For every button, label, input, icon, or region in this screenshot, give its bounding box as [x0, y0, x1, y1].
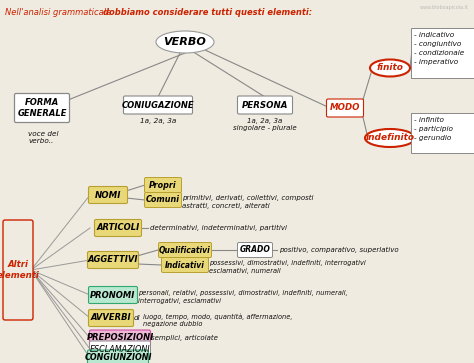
Text: Comuni: Comuni	[146, 196, 180, 204]
FancyBboxPatch shape	[145, 192, 182, 208]
FancyBboxPatch shape	[237, 242, 273, 257]
Text: positivo, comparativo, superlativo: positivo, comparativo, superlativo	[279, 247, 399, 253]
FancyBboxPatch shape	[90, 341, 151, 357]
Text: esclamativi, numerali: esclamativi, numerali	[209, 268, 281, 274]
FancyBboxPatch shape	[89, 187, 128, 204]
Text: - gerundio: - gerundio	[414, 135, 451, 141]
Text: AVVERBI: AVVERBI	[91, 314, 131, 322]
FancyBboxPatch shape	[94, 220, 142, 237]
Text: ARTICOLI: ARTICOLI	[96, 224, 140, 232]
FancyBboxPatch shape	[89, 286, 137, 303]
Text: CONGIUNZIONI: CONGIUNZIONI	[84, 354, 152, 363]
FancyBboxPatch shape	[237, 96, 292, 114]
FancyBboxPatch shape	[88, 350, 148, 363]
FancyBboxPatch shape	[3, 220, 33, 320]
Text: Nell'analisi grammaticale: Nell'analisi grammaticale	[5, 8, 114, 17]
Text: CONIUGAZIONE: CONIUGAZIONE	[122, 101, 194, 110]
Text: PERSONA: PERSONA	[242, 101, 288, 110]
Text: personali, relativi, possessivi, dimostrativi, indefiniti, numerali,: personali, relativi, possessivi, dimostr…	[138, 290, 348, 296]
Text: semplici, articolate: semplici, articolate	[151, 335, 218, 341]
FancyBboxPatch shape	[88, 252, 138, 269]
FancyBboxPatch shape	[327, 99, 364, 117]
Text: astratti, concreti, alterati: astratti, concreti, alterati	[182, 203, 270, 209]
Text: MODO: MODO	[330, 103, 360, 113]
FancyBboxPatch shape	[89, 310, 134, 326]
Text: VERBO: VERBO	[164, 37, 207, 47]
Text: primitivi, derivati, collettivi, composti: primitivi, derivati, collettivi, compost…	[182, 195, 313, 201]
Text: - congiuntivo: - congiuntivo	[414, 41, 461, 47]
Text: finito: finito	[376, 64, 403, 73]
Text: di: di	[134, 315, 141, 321]
Text: - participio: - participio	[414, 126, 453, 132]
FancyBboxPatch shape	[15, 94, 70, 122]
FancyBboxPatch shape	[90, 330, 151, 346]
FancyBboxPatch shape	[411, 28, 474, 78]
Text: 1a, 2a, 3a: 1a, 2a, 3a	[140, 118, 176, 124]
Text: voce del
verbo..: voce del verbo..	[28, 131, 58, 144]
Text: GRADO: GRADO	[239, 245, 271, 254]
Text: dobbiamo considerare tutti questi elementi:: dobbiamo considerare tutti questi elemen…	[103, 8, 312, 17]
Text: Indicativi: Indicativi	[165, 261, 205, 269]
Text: NOMI: NOMI	[95, 191, 121, 200]
Text: possessivi, dimostrativi, indefiniti, interrogativi: possessivi, dimostrativi, indefiniti, in…	[209, 260, 366, 266]
Text: FORMA
GENERALE: FORMA GENERALE	[17, 98, 67, 118]
Text: PREPOSIZIONI: PREPOSIZIONI	[86, 334, 154, 343]
Text: interrogativi, esclamativi: interrogativi, esclamativi	[138, 298, 221, 304]
Text: www.bloboapicola.it: www.bloboapicola.it	[420, 5, 469, 10]
Text: PRONOMI: PRONOMI	[91, 290, 136, 299]
Text: negazione dubbio: negazione dubbio	[143, 321, 202, 327]
Text: - condizionale: - condizionale	[414, 50, 464, 56]
Text: ESCLAMAZIONI: ESCLAMAZIONI	[90, 344, 150, 354]
Text: Altri
elementi: Altri elementi	[0, 260, 39, 280]
Text: - infinito: - infinito	[414, 117, 444, 123]
Text: 1a, 2a, 3a
singolare - plurale: 1a, 2a, 3a singolare - plurale	[233, 118, 297, 131]
Text: - imperativo: - imperativo	[414, 59, 458, 65]
Text: AGGETTIVI: AGGETTIVI	[88, 256, 138, 265]
FancyBboxPatch shape	[162, 257, 209, 273]
FancyBboxPatch shape	[158, 242, 211, 257]
Text: Propri: Propri	[149, 180, 177, 189]
Text: determinativi, indeterminativi, partitivi: determinativi, indeterminativi, partitiv…	[150, 225, 287, 231]
FancyBboxPatch shape	[411, 113, 474, 153]
FancyBboxPatch shape	[124, 96, 192, 114]
Text: luogo, tempo, modo, quantità, affermazione,: luogo, tempo, modo, quantità, affermazio…	[143, 313, 292, 319]
Ellipse shape	[370, 60, 410, 77]
Text: Qualificativi: Qualificativi	[159, 245, 211, 254]
Text: indefinito: indefinito	[365, 134, 414, 143]
Ellipse shape	[156, 31, 214, 53]
FancyBboxPatch shape	[145, 178, 182, 192]
Ellipse shape	[365, 129, 415, 147]
Text: - indicativo: - indicativo	[414, 32, 454, 38]
